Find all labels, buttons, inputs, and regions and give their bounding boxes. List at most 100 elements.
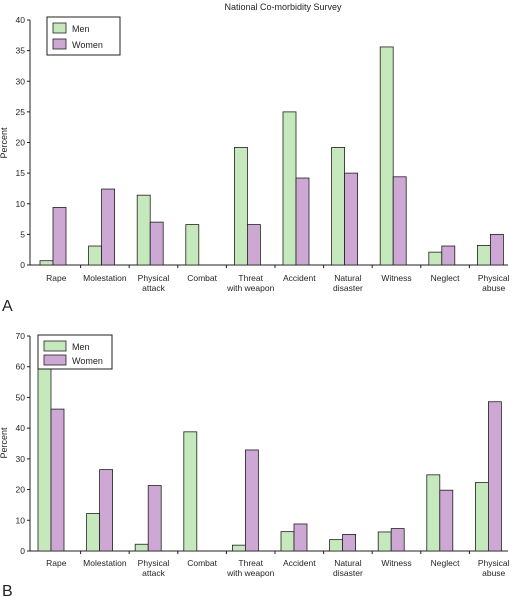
category-label-line: Neglect: [431, 273, 460, 283]
category-label-line: Physical: [138, 558, 170, 568]
category-label: Physical abuse: [478, 558, 510, 578]
legend-swatch-women: [43, 354, 67, 366]
category-label-line: with weapon: [226, 283, 275, 293]
y-tick-label: 40: [16, 15, 26, 25]
y-tick-label: 40: [16, 423, 26, 433]
y-tick-label: 50: [16, 392, 26, 402]
category-label: Accident: [283, 558, 316, 568]
category-label-line: attack: [142, 568, 165, 578]
bar-men: [280, 531, 295, 552]
legend-label-men: Men: [72, 342, 90, 352]
category-label-line: Rape: [46, 273, 67, 283]
y-tick-label: 5: [20, 229, 25, 239]
category-label-line: Molestation: [83, 558, 127, 568]
bar-women: [439, 489, 454, 552]
bar-women: [392, 176, 407, 266]
legend-swatch-men: [43, 340, 67, 352]
legend-label-women: Women: [72, 356, 103, 366]
bar-women: [99, 469, 113, 552]
category-label-line: Natural: [334, 558, 362, 568]
category-label: Rape: [46, 273, 67, 283]
bar-women: [149, 221, 164, 266]
chart-panel-b: 0 10 20 30 40 50 60 70 Percent Rape Molestation Phy…: [0, 331, 510, 597]
category-label-line: Natural: [334, 273, 362, 283]
category-label: Physical attack: [138, 558, 170, 578]
y-tick-label: 25: [16, 107, 26, 117]
category-label: Physical attack: [138, 273, 170, 293]
category-label: Molestation: [83, 558, 127, 568]
category-label-line: Neglect: [431, 558, 460, 568]
category-label-line: Physical: [478, 558, 510, 568]
category-label: Accident: [283, 273, 316, 283]
bar-women: [52, 207, 67, 266]
figure-title: National Co-morbidity Survey: [224, 2, 342, 12]
bar-men: [379, 46, 394, 266]
y-tick-label: 70: [16, 331, 26, 341]
y-tick-label: 15: [16, 168, 26, 178]
bar-women: [487, 401, 502, 552]
category-label-line: Combat: [187, 273, 217, 283]
legend-label-men: Men: [72, 24, 90, 34]
category-label: Neglect: [431, 558, 460, 568]
category-label-line: abuse: [482, 568, 505, 578]
bar-women: [295, 177, 310, 266]
bar-women: [344, 172, 359, 266]
y-tick-label: 20: [16, 138, 26, 148]
category-label-line: Physical: [138, 273, 170, 283]
category-label-line: attack: [142, 283, 165, 293]
category-label-line: Physical: [478, 273, 510, 283]
chart-panel-a: 0 5 10 15 20 25 30 35 40 Percent Rape Molestation Ph…: [0, 15, 510, 315]
bar-women: [342, 534, 357, 552]
bar-women: [489, 233, 504, 266]
y-axis-label: Percent: [0, 427, 9, 459]
bar-men: [37, 350, 52, 552]
bar-women: [101, 188, 115, 266]
bar-men: [476, 244, 491, 266]
category-label-line: Molestation: [83, 273, 127, 283]
legend-swatch-women: [52, 38, 67, 50]
bar-women: [441, 245, 456, 266]
legend-swatch-men: [52, 22, 67, 34]
bar-women: [293, 523, 308, 552]
panel-letter: A: [2, 298, 13, 315]
category-label-line: Threat: [238, 273, 263, 283]
bar-men: [426, 474, 441, 552]
y-tick-label: 10: [16, 199, 26, 209]
bar-women: [244, 449, 259, 552]
bar-men: [86, 513, 100, 552]
y-axis-label: Percent: [0, 127, 9, 159]
category-label: Witness: [381, 558, 411, 568]
legend-label-women: Women: [72, 40, 103, 50]
category-label-line: Accident: [283, 273, 316, 283]
y-tick-label: 0: [20, 260, 25, 270]
bar-women: [147, 485, 162, 552]
bar-women: [246, 224, 261, 266]
bar-men: [428, 251, 443, 266]
category-label-line: Threat: [238, 558, 263, 568]
category-label-line: Combat: [187, 558, 217, 568]
bar-men: [136, 194, 151, 266]
y-tick-label: 10: [16, 515, 26, 525]
bar-men: [231, 544, 246, 552]
bar-men: [39, 260, 54, 266]
bar-men: [88, 245, 102, 266]
category-label-line: Rape: [46, 558, 67, 568]
category-label-line: Witness: [381, 558, 411, 568]
y-tick-label: 30: [16, 76, 26, 86]
category-label-line: abuse: [482, 283, 505, 293]
category-label: Combat: [187, 558, 217, 568]
category-label: Natural disaster: [333, 558, 363, 578]
y-tick-label: 30: [16, 454, 26, 464]
category-label-line: Witness: [381, 273, 411, 283]
y-tick-label: 35: [16, 46, 26, 56]
category-label-line: Accident: [283, 558, 316, 568]
category-label: Combat: [187, 273, 217, 283]
category-label: Physical abuse: [478, 273, 510, 293]
category-label: Witness: [381, 273, 411, 283]
category-label: Neglect: [431, 273, 460, 283]
category-label: Molestation: [83, 273, 127, 283]
category-label: Threat with weapon: [226, 558, 275, 578]
category-label-line: with weapon: [226, 568, 275, 578]
category-label-line: disaster: [333, 568, 363, 578]
panel-letter: B: [2, 583, 13, 597]
